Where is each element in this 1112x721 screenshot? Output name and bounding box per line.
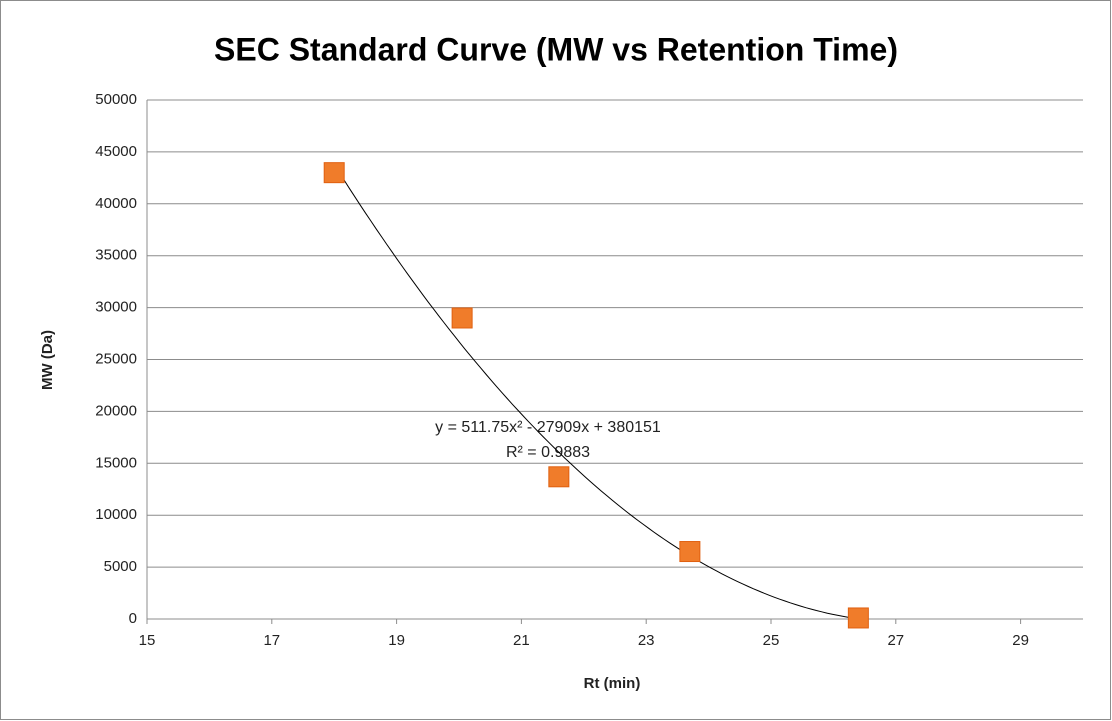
y-axis-title: MW (Da) xyxy=(39,330,56,390)
x-tick-label: 25 xyxy=(763,632,780,649)
y-tick-label: 10000 xyxy=(95,506,137,523)
data-point xyxy=(451,307,473,329)
x-tick-label: 19 xyxy=(388,632,405,649)
x-tick-label: 15 xyxy=(139,632,156,649)
x-tick-label: 23 xyxy=(638,632,655,649)
data-point xyxy=(548,466,570,488)
y-tick-label: 0 xyxy=(129,610,137,627)
trendline-r-squared: R² = 0.9883 xyxy=(506,444,590,461)
y-tick-label: 20000 xyxy=(95,402,137,419)
y-tick-label: 50000 xyxy=(95,91,137,108)
y-tick-label: 5000 xyxy=(104,558,137,575)
y-tick-label: 30000 xyxy=(95,299,137,316)
x-tick-label: 21 xyxy=(513,632,530,649)
y-tick-label: 25000 xyxy=(95,350,137,367)
data-point xyxy=(679,541,701,563)
chart-title: SEC Standard Curve (MW vs Retention Time… xyxy=(214,31,898,67)
x-tick-label: 17 xyxy=(263,632,280,649)
trendline xyxy=(333,164,859,620)
y-tick-label: 35000 xyxy=(95,247,137,264)
y-tick-label: 15000 xyxy=(95,454,137,471)
x-axis-title: Rt (min) xyxy=(584,675,641,692)
y-tick-label: 45000 xyxy=(95,143,137,160)
x-tick-label: 29 xyxy=(1012,632,1029,649)
data-point xyxy=(323,162,345,184)
x-tick-label: 27 xyxy=(887,632,904,649)
trendline-equation: y = 511.75x² - 27909x + 380151 xyxy=(435,419,661,436)
y-tick-label: 40000 xyxy=(95,195,137,212)
data-point xyxy=(847,607,869,629)
